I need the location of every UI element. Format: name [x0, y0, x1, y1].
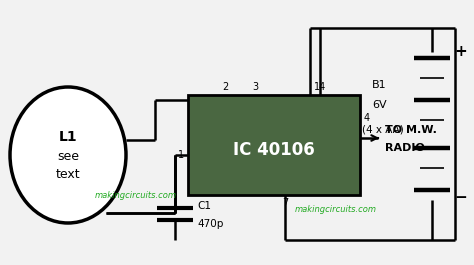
Text: 6V: 6V [372, 100, 387, 110]
Text: IC 40106: IC 40106 [233, 141, 315, 159]
Text: 2: 2 [222, 82, 228, 92]
Text: RADIO: RADIO [385, 143, 425, 153]
Text: 14: 14 [314, 82, 326, 92]
Text: 3: 3 [252, 82, 258, 92]
Text: see: see [57, 151, 79, 164]
Text: 1: 1 [178, 150, 184, 160]
Text: text: text [55, 169, 80, 182]
Text: 470p: 470p [197, 219, 223, 229]
Text: makingcircuits.com: makingcircuits.com [95, 191, 177, 200]
Text: −: − [454, 191, 467, 205]
Ellipse shape [10, 87, 126, 223]
Text: 4: 4 [364, 113, 370, 123]
Text: B1: B1 [372, 80, 387, 90]
Text: makingcircuits.com: makingcircuits.com [295, 205, 377, 214]
Text: TO M.W.: TO M.W. [385, 125, 437, 135]
Text: C1: C1 [197, 201, 211, 211]
Text: 7: 7 [282, 198, 288, 208]
Text: (4 x AA): (4 x AA) [362, 125, 404, 135]
FancyBboxPatch shape [188, 95, 360, 195]
Text: +: + [454, 45, 467, 60]
Text: L1: L1 [59, 130, 77, 144]
